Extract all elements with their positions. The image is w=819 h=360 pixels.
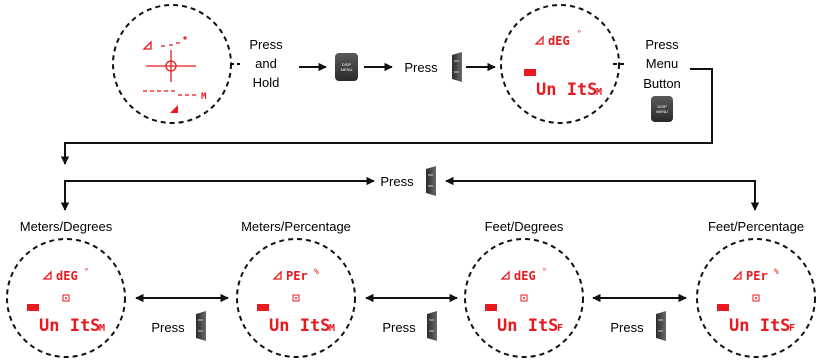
mode-label-feet-degrees: Feet/Degrees: [485, 219, 564, 234]
battery-icon: [717, 304, 729, 311]
press-menu-label-2: Menu: [646, 56, 679, 71]
rocker-button-icon: [656, 311, 666, 341]
angle-icon: [272, 270, 282, 280]
svg-text:MENU: MENU: [656, 109, 668, 114]
angle-readout: PEr: [746, 269, 768, 283]
press-menu-label-1: Press: [645, 37, 679, 52]
unit-symbol: F: [557, 323, 563, 334]
angle-symbol: °: [542, 267, 547, 276]
press-and-hold-label-1: Press: [249, 37, 283, 52]
target-icon: [520, 294, 528, 302]
rocker-button-icon: [427, 311, 437, 341]
svg-text:DISP: DISP: [342, 62, 352, 67]
battery-icon: [257, 304, 269, 311]
press-and-hold-label-2: and: [255, 56, 277, 71]
angle-symbol: %: [314, 267, 319, 276]
svg-text:MENU: MENU: [341, 67, 353, 72]
press-and-hold-label-3: Hold: [253, 75, 280, 90]
svg-text:Un ItS: Un ItS: [536, 80, 597, 100]
svg-text:DISP: DISP: [657, 104, 667, 109]
battery-icon: [27, 304, 39, 311]
connector-to-modes: [60, 68, 713, 165]
angle-symbol: %: [774, 267, 779, 276]
target-icon: [292, 294, 300, 302]
mode-label-meters-degrees: Meters/Degrees: [20, 219, 113, 234]
angle-icon: [500, 270, 510, 280]
svg-text:dEG: dEG: [548, 34, 570, 48]
rocker-button-icon: [426, 166, 436, 196]
press-label-c: Press: [610, 320, 644, 335]
target-icon: [62, 294, 70, 302]
press-label-top-cycle: Press: [380, 174, 414, 189]
angle-readout: dEG: [56, 269, 78, 283]
angle-readout: PEr: [286, 269, 308, 283]
units-readout: Un ItS: [39, 316, 100, 336]
angle-icon: [732, 270, 742, 280]
svg-text:M: M: [596, 87, 602, 98]
press-menu-label-3: Button: [643, 76, 681, 91]
press-label-top-1: Press: [404, 60, 438, 75]
menu-button-icon: DISP MENU: [651, 96, 673, 122]
svg-text:°: °: [577, 29, 582, 38]
rocker-button-icon: [452, 52, 462, 82]
disp-menu-button-icon: DISP MENU: [335, 53, 358, 81]
units-display-top: dEG ° Un ItS M: [500, 4, 620, 124]
target-icon: [752, 294, 760, 302]
angle-symbol: °: [84, 267, 89, 276]
reticle-display: M: [112, 4, 232, 124]
mode-label-feet-percentage: Feet/Percentage: [708, 219, 804, 234]
battery-icon: [485, 304, 497, 311]
unit-symbol: F: [789, 323, 795, 334]
units-readout: Un ItS: [269, 316, 330, 336]
press-label-b: Press: [382, 320, 416, 335]
cycle-arrow-left: [60, 176, 375, 211]
units-readout: Un ItS: [729, 316, 790, 336]
cycle-arrow-right: [445, 176, 760, 211]
unit-symbol: M: [99, 323, 105, 334]
angle-icon: [42, 270, 52, 280]
reticle-unit: M: [201, 92, 207, 102]
press-label-a: Press: [151, 320, 185, 335]
unit-symbol: M: [329, 323, 335, 334]
mode-label-meters-percentage: Meters/Percentage: [241, 219, 351, 234]
rocker-button-icon: [196, 311, 206, 341]
units-readout: Un ItS: [497, 316, 558, 336]
angle-readout: dEG: [514, 269, 536, 283]
